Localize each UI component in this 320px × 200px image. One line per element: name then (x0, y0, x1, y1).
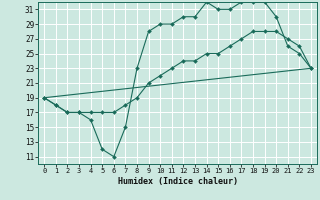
X-axis label: Humidex (Indice chaleur): Humidex (Indice chaleur) (118, 177, 238, 186)
